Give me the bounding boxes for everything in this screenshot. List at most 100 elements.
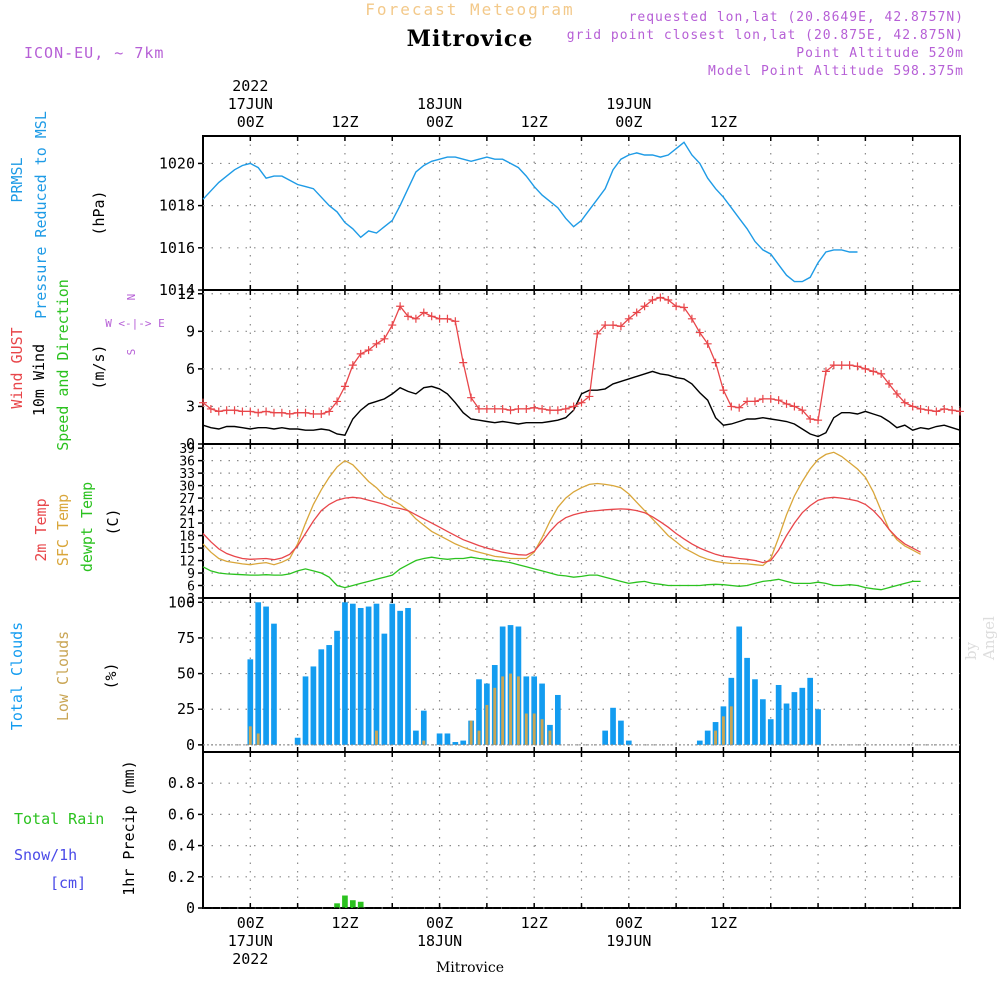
total-cloud-bar — [255, 602, 262, 745]
bottom-time-label: 19JUN — [606, 932, 651, 950]
low-cloud-bar — [516, 676, 520, 745]
pressure-line — [202, 141, 858, 283]
gust-marker — [522, 404, 531, 413]
total-cloud-bar — [799, 687, 806, 745]
bottom-time-label: 2022 — [232, 950, 268, 968]
gust-marker — [806, 414, 815, 423]
gust-marker — [372, 339, 381, 348]
gust-marker — [214, 407, 223, 416]
y-tick-label: 1018 — [159, 197, 195, 215]
top-time-label: 17JUN — [228, 95, 273, 113]
gust-marker — [317, 409, 326, 418]
total-cloud-bar — [704, 730, 711, 745]
bottom-time-label: 18JUN — [417, 932, 462, 950]
gust-marker — [498, 404, 507, 413]
sfc-temp-line — [202, 451, 921, 567]
y-tick-label: 1016 — [159, 239, 195, 257]
rain-bar — [357, 901, 364, 908]
gust-marker — [262, 407, 271, 416]
panel-precip: 0 0.2 0.4 0.6 0.8 — [168, 751, 961, 917]
y-tick-label: 21 — [179, 517, 195, 532]
gust-marker — [624, 314, 633, 323]
total-cloud-bar — [294, 737, 301, 745]
gust-marker — [609, 321, 618, 330]
gust-marker — [364, 346, 373, 355]
2m-temp-label: 2m Temp — [32, 498, 50, 561]
total-cloud-bar — [326, 645, 333, 745]
gust-marker — [419, 308, 428, 317]
y-tick-label: 1014 — [159, 281, 195, 299]
gust-marker — [956, 407, 964, 416]
low-clouds-label: Low Clouds — [54, 631, 72, 721]
gust-marker — [269, 408, 278, 417]
snow-unit-label: [cm] — [50, 874, 86, 892]
low-cloud-bar — [548, 730, 552, 745]
wind-unit: (m/s) — [90, 344, 108, 389]
total-cloud-bar — [263, 606, 269, 745]
total-cloud-bar — [271, 623, 277, 745]
gust-marker — [514, 404, 523, 413]
grid-point-coords: grid point closest lon,lat (20.875E, 42.… — [566, 28, 964, 43]
low-cloud-bar — [722, 716, 725, 745]
total-cloud-bar — [397, 610, 403, 745]
total-cloud-bar — [610, 707, 616, 745]
panel-clouds: 0 25 50 75 100 — [168, 593, 961, 754]
dir-legend-we: W <-|-> E — [105, 317, 165, 330]
low-cloud-bar — [256, 733, 260, 745]
top-time-label: 18JUN — [417, 95, 462, 113]
total-cloud-bar — [373, 603, 380, 745]
y-tick-label: 12 — [179, 555, 195, 570]
gust-marker — [719, 386, 728, 395]
panel-pressure: 1014 1016 1018 1020 — [159, 135, 961, 299]
total-cloud-bar — [815, 709, 821, 745]
top-time-label: 12Z — [710, 113, 737, 131]
top-time-label: 19JUN — [606, 95, 651, 113]
temp-unit: (C) — [104, 508, 122, 535]
total-cloud-bar — [365, 606, 372, 745]
total-cloud-bar — [539, 683, 545, 745]
low-cloud-bar — [469, 720, 473, 745]
gust-marker — [482, 404, 491, 413]
total-cloud-bar — [775, 684, 782, 745]
y-tick-label: 27 — [179, 492, 195, 507]
y-tick-label: 6 — [186, 360, 195, 378]
gust-marker — [821, 367, 830, 376]
2m-temp-line — [202, 496, 921, 564]
low-cloud-bar — [524, 713, 528, 745]
low-cloud-bar — [501, 676, 505, 745]
watermark: by Angel — [962, 616, 998, 660]
rain-bar — [349, 900, 356, 908]
gust-marker — [356, 349, 365, 358]
low-cloud-bar — [248, 726, 252, 745]
gust-marker — [790, 402, 799, 411]
gust-marker — [293, 408, 302, 417]
y-tick-label: 3 — [186, 397, 195, 415]
total-cloud-bar — [389, 603, 396, 745]
y-tick-label: 39 — [179, 442, 195, 457]
bottom-time-label: 12Z — [710, 914, 737, 932]
gust-marker — [222, 406, 231, 415]
gust-marker — [435, 314, 444, 323]
gust-marker — [325, 407, 334, 416]
gust-marker — [743, 397, 752, 406]
requested-coords: requested lon,lat (20.8649E, 42.8757N) — [628, 10, 964, 25]
y-tick-label: 50 — [177, 665, 195, 683]
gust-marker — [545, 406, 554, 415]
total-cloud-bar — [413, 730, 419, 745]
bottom-time-label: 12Z — [331, 914, 358, 932]
y-tick-label: 0.8 — [168, 774, 195, 792]
total-cloud-bar — [318, 649, 325, 745]
gust-marker — [892, 389, 901, 398]
wind-gust-label: Wind GUST — [8, 327, 26, 408]
y-tick-label: 33 — [179, 467, 195, 482]
y-tick-label: 6 — [187, 580, 195, 595]
total-cloud-bar — [736, 626, 743, 745]
gust-marker — [885, 379, 894, 388]
total-cloud-bar — [436, 733, 443, 745]
gust-marker — [900, 398, 909, 407]
pressure-unit: (hPa) — [90, 190, 108, 235]
gust-marker — [695, 328, 704, 337]
gust-marker — [459, 358, 468, 367]
total-cloud-bar — [625, 740, 632, 745]
